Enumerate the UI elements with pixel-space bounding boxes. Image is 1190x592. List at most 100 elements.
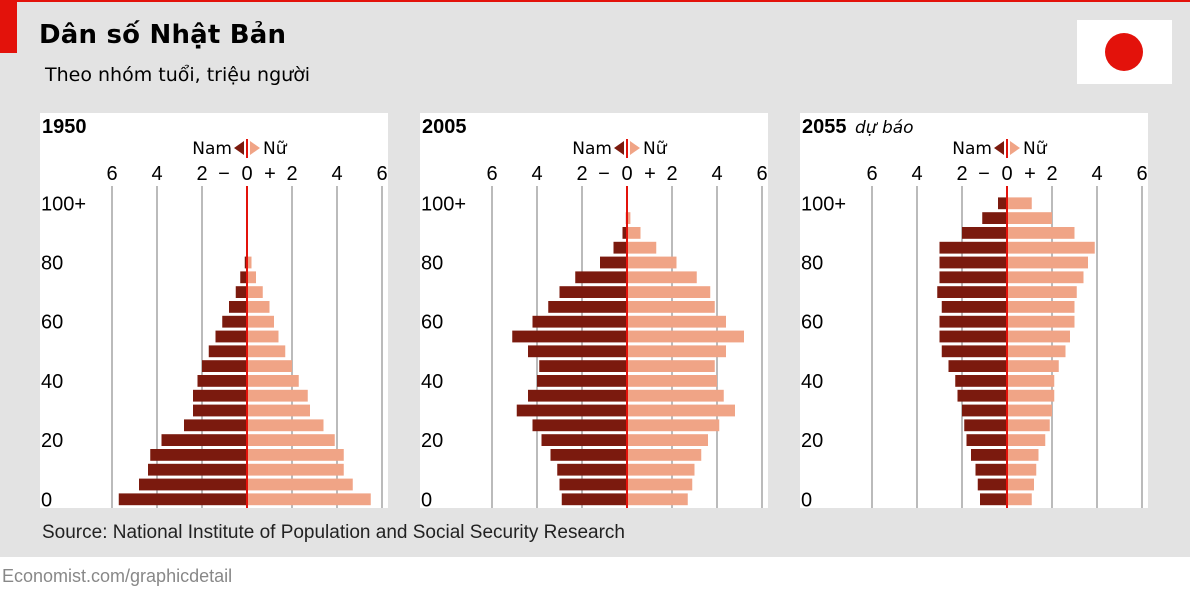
x-tick-label: 4 — [711, 163, 722, 185]
bar-female-45-49 — [247, 360, 292, 372]
bar-male-30-34 — [193, 404, 247, 417]
bar-male-0-4 — [118, 493, 247, 506]
age-tick-label: 40 — [801, 371, 823, 393]
footer-credit: Economist.com/graphicdetail — [2, 566, 233, 586]
bar-male-25-29 — [184, 419, 247, 432]
age-tick-label: 80 — [421, 253, 443, 275]
source-note: Source: National Institute of Population… — [42, 522, 625, 543]
bar-female-15-19 — [247, 449, 344, 461]
bar-female-50-54 — [1007, 345, 1066, 358]
bar-female-95-99 — [627, 212, 631, 224]
panel-year-label: 2005 — [422, 116, 467, 138]
bar-female-20-24 — [627, 434, 708, 446]
chart-title: Dân số Nhật Bản — [39, 20, 287, 50]
bar-male-25-29 — [532, 419, 627, 432]
bar-male-80-84 — [244, 256, 247, 269]
legend-female-arrow-icon — [630, 141, 640, 155]
bar-female-100+ — [1007, 197, 1032, 210]
bar-female-65-69 — [1007, 301, 1075, 313]
bar-male-75-79 — [575, 271, 627, 284]
bar-female-60-64 — [247, 315, 274, 328]
bar-female-85-89 — [1007, 241, 1095, 254]
legend-male-arrow-icon — [234, 141, 244, 155]
bar-female-65-69 — [627, 301, 715, 313]
bar-male-70-74 — [235, 286, 247, 298]
bar-female-80-84 — [1007, 256, 1088, 269]
bar-male-5-9 — [977, 478, 1007, 491]
bar-male-75-79 — [939, 271, 1007, 284]
legend-female-label: Nữ — [263, 139, 288, 159]
bar-male-65-69 — [229, 301, 247, 313]
x-tick-label: 6 — [486, 163, 497, 185]
bar-male-65-69 — [941, 301, 1007, 313]
bar-female-15-19 — [627, 449, 702, 461]
bar-male-95-99 — [982, 212, 1007, 224]
x-tick-label: 0 — [621, 163, 632, 185]
bar-male-90-94 — [962, 227, 1007, 239]
bar-male-60-64 — [939, 315, 1007, 328]
bar-male-15-19 — [150, 449, 247, 461]
x-tick-label: + — [644, 163, 656, 185]
legend-female-label: Nữ — [1023, 139, 1048, 159]
bar-female-60-64 — [1007, 315, 1075, 328]
bar-male-85-89 — [613, 241, 627, 254]
bar-female-0-4 — [247, 493, 371, 506]
x-tick-label: 2 — [666, 163, 677, 185]
legend-male-label: Nam — [192, 139, 232, 159]
bar-male-90-94 — [622, 227, 627, 239]
x-tick-label: + — [1024, 163, 1036, 185]
bar-male-35-39 — [957, 389, 1007, 402]
bar-male-10-14 — [557, 463, 627, 476]
age-tick-label: 60 — [41, 312, 63, 334]
bar-female-50-54 — [247, 345, 286, 358]
legend-female-arrow-icon — [1010, 141, 1020, 155]
bar-female-0-4 — [1007, 493, 1032, 506]
age-tick-label: 80 — [801, 253, 823, 275]
bar-male-50-54 — [208, 345, 247, 358]
x-tick-label: 6 — [106, 163, 117, 185]
bar-female-40-44 — [1007, 375, 1055, 387]
bar-male-5-9 — [559, 478, 627, 491]
bar-male-70-74 — [559, 286, 627, 298]
bar-female-75-79 — [247, 271, 256, 284]
brand-accent-bar — [0, 0, 17, 53]
x-tick-label: + — [264, 163, 276, 185]
bar-male-55-59 — [939, 330, 1007, 343]
x-tick-label: 6 — [1136, 163, 1147, 185]
bar-female-35-39 — [1007, 389, 1055, 402]
bar-male-85-89 — [939, 241, 1007, 254]
bar-female-5-9 — [627, 478, 693, 491]
bar-female-55-59 — [247, 330, 279, 343]
chart-subtitle: Theo nhóm tuổi, triệu người — [45, 64, 311, 86]
bar-female-90-94 — [627, 227, 641, 239]
x-tick-label: 2 — [286, 163, 297, 185]
bar-female-30-34 — [627, 404, 735, 417]
bar-female-45-49 — [627, 360, 715, 372]
age-tick-label: 100+ — [801, 193, 846, 215]
bar-male-45-49 — [539, 360, 627, 372]
x-tick-label: 4 — [911, 163, 922, 185]
bar-male-60-64 — [532, 315, 627, 328]
legend-male-label: Nam — [572, 139, 612, 159]
bar-male-55-59 — [215, 330, 247, 343]
bar-female-90-94 — [1007, 227, 1075, 239]
age-tick-label: 20 — [801, 430, 823, 452]
age-tick-label: 0 — [41, 489, 52, 511]
age-tick-label: 0 — [801, 489, 812, 511]
bar-female-10-14 — [247, 463, 344, 476]
bar-female-30-34 — [1007, 404, 1052, 417]
x-tick-label: 2 — [576, 163, 587, 185]
bar-female-75-79 — [1007, 271, 1084, 284]
bar-female-70-74 — [1007, 286, 1077, 298]
bar-male-50-54 — [528, 345, 627, 358]
bar-male-20-24 — [966, 434, 1007, 446]
bar-male-65-69 — [548, 301, 627, 313]
x-tick-label: 6 — [866, 163, 877, 185]
x-tick-label: 4 — [531, 163, 542, 185]
bar-female-55-59 — [627, 330, 744, 343]
legend-male-arrow-icon — [614, 141, 624, 155]
bar-female-5-9 — [1007, 478, 1034, 491]
x-tick-label: − — [598, 163, 610, 185]
top-accent-line — [0, 0, 1190, 2]
